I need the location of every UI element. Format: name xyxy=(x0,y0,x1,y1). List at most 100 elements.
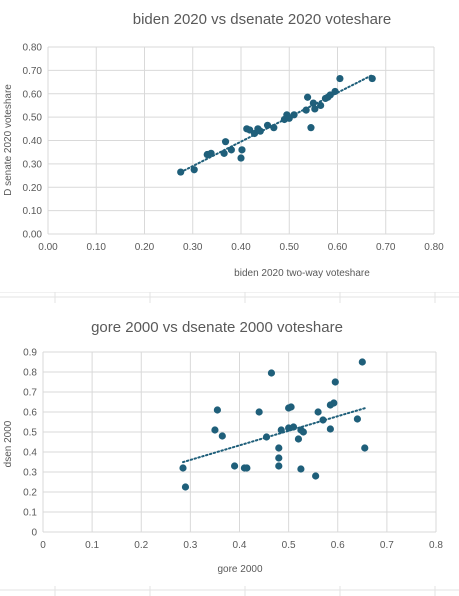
plot-gridlines xyxy=(42,351,437,533)
data-point xyxy=(326,425,334,433)
x-tick-label: 0.10 xyxy=(87,242,107,253)
data-point xyxy=(221,138,230,146)
y-tick-label: 0.5 xyxy=(23,428,37,439)
y-tick-label: 0.00 xyxy=(23,230,43,241)
data-point xyxy=(307,124,315,132)
y-tick-label: 0.1 xyxy=(23,508,37,519)
data-point xyxy=(290,111,298,119)
data-point xyxy=(207,149,215,157)
chart-gore-vs-dsenate-2000[interactable]: gore 2000 vs dsenate 2000 voteshare 0 0.1… xyxy=(0,303,459,586)
y-tick-label: 0.3 xyxy=(23,468,37,479)
data-point xyxy=(237,154,245,162)
trendline-line xyxy=(182,407,366,464)
data-point xyxy=(262,433,271,441)
data-point xyxy=(303,93,312,101)
x-tick-label: 0.60 xyxy=(328,242,348,253)
data-point xyxy=(218,432,226,440)
data-points xyxy=(177,74,376,176)
data-point xyxy=(275,462,283,470)
data-point xyxy=(309,99,317,107)
y-tick-label: 0.7 xyxy=(23,388,37,399)
data-point xyxy=(294,435,303,443)
y-tick-label: 0 xyxy=(31,528,37,539)
data-point xyxy=(230,462,239,470)
data-point xyxy=(331,87,339,96)
plot-gridlines xyxy=(47,46,435,235)
data-point xyxy=(299,428,307,436)
data-point xyxy=(302,106,310,114)
chart-area xyxy=(0,0,459,292)
y-tick-label: 0.30 xyxy=(23,159,43,170)
trendline xyxy=(182,407,366,464)
x-tick-label: 0.80 xyxy=(424,242,444,253)
y-tick-label: 0.40 xyxy=(23,136,43,147)
data-point xyxy=(181,483,190,491)
x-tick-label: 0.7 xyxy=(380,540,394,551)
data-point xyxy=(227,146,235,154)
x-tick-label: 0.6 xyxy=(331,540,345,551)
y-axis-label: dsen 2000 xyxy=(3,420,14,467)
data-point xyxy=(267,369,276,377)
y-tick-label: 0.80 xyxy=(23,43,43,54)
data-point xyxy=(353,415,361,423)
y-tick-label: 0.9 xyxy=(23,348,37,359)
x-tick-label: 0.1 xyxy=(85,540,99,551)
x-tick-label: 0.5 xyxy=(282,540,296,551)
data-point xyxy=(297,465,305,473)
data-point xyxy=(361,444,369,452)
y-tick-label: 0.4 xyxy=(23,448,37,459)
y-tick-label: 0.6 xyxy=(23,408,37,419)
x-tick-labels: 0 0.1 0.2 0.3 0.4 0.5 0.6 0.7 0.8 xyxy=(40,540,443,551)
chart-title: biden 2020 vs dsenate 2020 voteshare xyxy=(133,11,392,28)
data-point xyxy=(179,464,187,472)
data-point xyxy=(312,472,320,480)
x-tick-labels: 0.00 0.10 0.20 0.30 0.40 0.50 0.60 0.70 0.80 xyxy=(38,242,444,253)
data-point xyxy=(314,408,322,416)
y-tick-label: 0.10 xyxy=(23,206,43,217)
data-point xyxy=(275,444,283,452)
data-point xyxy=(277,426,285,434)
y-tick-label: 0.70 xyxy=(23,66,43,77)
data-point xyxy=(275,454,283,462)
x-axis-label: biden 2020 two-way voteshare xyxy=(234,268,370,279)
data-point xyxy=(211,426,219,434)
data-point xyxy=(220,149,228,157)
data-point xyxy=(317,101,325,110)
chart-title: gore 2000 vs dsenate 2000 voteshare xyxy=(91,319,343,336)
x-tick-label: 0.70 xyxy=(376,242,396,253)
y-axis-label: D senate 2020 voteshare xyxy=(3,84,14,196)
data-point xyxy=(289,423,298,431)
data-point xyxy=(287,403,295,411)
x-tick-label: 0.00 xyxy=(38,242,58,253)
y-tick-label: 0.50 xyxy=(23,113,43,124)
data-point xyxy=(243,464,251,472)
data-point xyxy=(319,416,327,424)
x-tick-label: 0.50 xyxy=(280,242,300,253)
y-tick-label: 0.20 xyxy=(23,183,43,194)
data-points xyxy=(179,358,369,491)
y-tick-labels: 0 0.1 0.2 0.3 0.4 0.5 0.6 0.7 0.8 0.9 xyxy=(23,348,37,539)
data-point xyxy=(358,358,366,366)
y-tick-label: 0.60 xyxy=(23,89,43,100)
data-point xyxy=(255,408,263,416)
data-point xyxy=(311,105,319,113)
data-point xyxy=(368,74,376,83)
data-point xyxy=(213,406,221,414)
x-tick-label: 0.4 xyxy=(233,540,247,551)
data-point xyxy=(331,378,339,386)
data-point xyxy=(336,74,344,83)
x-tick-label: 0.30 xyxy=(183,242,203,253)
data-point xyxy=(190,166,198,174)
data-point xyxy=(177,168,185,176)
x-tick-label: 0 xyxy=(40,540,46,551)
data-point xyxy=(330,399,338,407)
x-axis-label: gore 2000 xyxy=(217,564,262,575)
data-point xyxy=(270,124,278,132)
x-tick-label: 0.3 xyxy=(183,540,197,551)
y-tick-label: 0.8 xyxy=(23,368,37,379)
data-point xyxy=(263,121,272,129)
data-point xyxy=(256,127,264,135)
x-tick-label: 0.40 xyxy=(231,242,251,253)
chart-biden-vs-dsenate-2020[interactable]: biden 2020 vs dsenate 2020 voteshare 0.0… xyxy=(0,0,459,292)
